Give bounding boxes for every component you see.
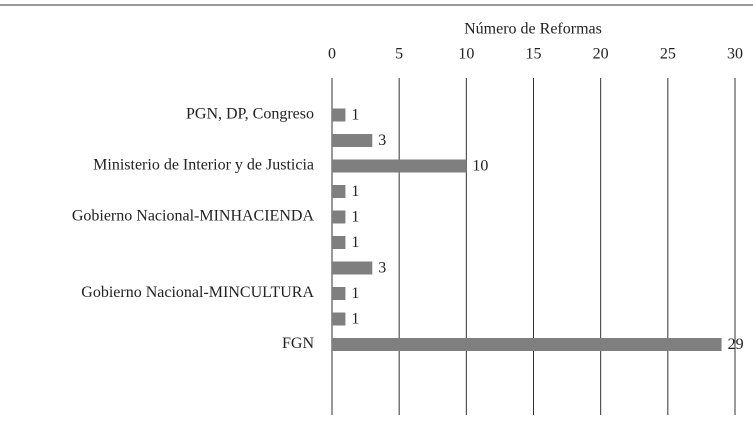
value-label: 1	[351, 285, 359, 302]
bar	[332, 134, 373, 147]
y-tick-label: Gobierno Nacional-MINHACIENDA	[72, 208, 315, 225]
x-tick-label: 15	[526, 46, 542, 63]
y-tick-label: Ministerio de Interior y de Justicia	[93, 157, 314, 174]
axis-title: Número de Reformas	[464, 21, 602, 38]
bar	[332, 108, 346, 122]
value-label: 10	[472, 158, 488, 175]
x-tick-label: 10	[458, 46, 474, 63]
bar	[332, 159, 467, 173]
x-tick-label: 20	[593, 46, 609, 63]
bar	[332, 287, 346, 300]
value-label: 1	[351, 183, 359, 200]
x-tick-label: 30	[727, 46, 743, 63]
y-tick-label: Gobierno Nacional-MINCULTURA	[81, 284, 314, 301]
value-label: 1	[351, 107, 359, 124]
value-label: 3	[378, 260, 386, 277]
y-tick-label: PGN, DP, Congreso	[186, 106, 314, 123]
y-tick-label: FGN	[282, 335, 314, 352]
value-label: 1	[351, 234, 359, 251]
value-label: 29	[728, 336, 744, 353]
bar	[332, 185, 346, 198]
value-label: 1	[351, 311, 359, 328]
x-tick-label: 0	[328, 46, 336, 63]
bar	[332, 236, 346, 249]
value-label: 1	[351, 209, 359, 226]
x-tick-label: 5	[395, 46, 403, 63]
bar	[332, 312, 346, 326]
bar	[332, 261, 373, 275]
bar	[332, 338, 722, 351]
value-label: 3	[378, 132, 386, 149]
x-tick-label: 25	[660, 46, 676, 63]
bar	[332, 210, 346, 224]
